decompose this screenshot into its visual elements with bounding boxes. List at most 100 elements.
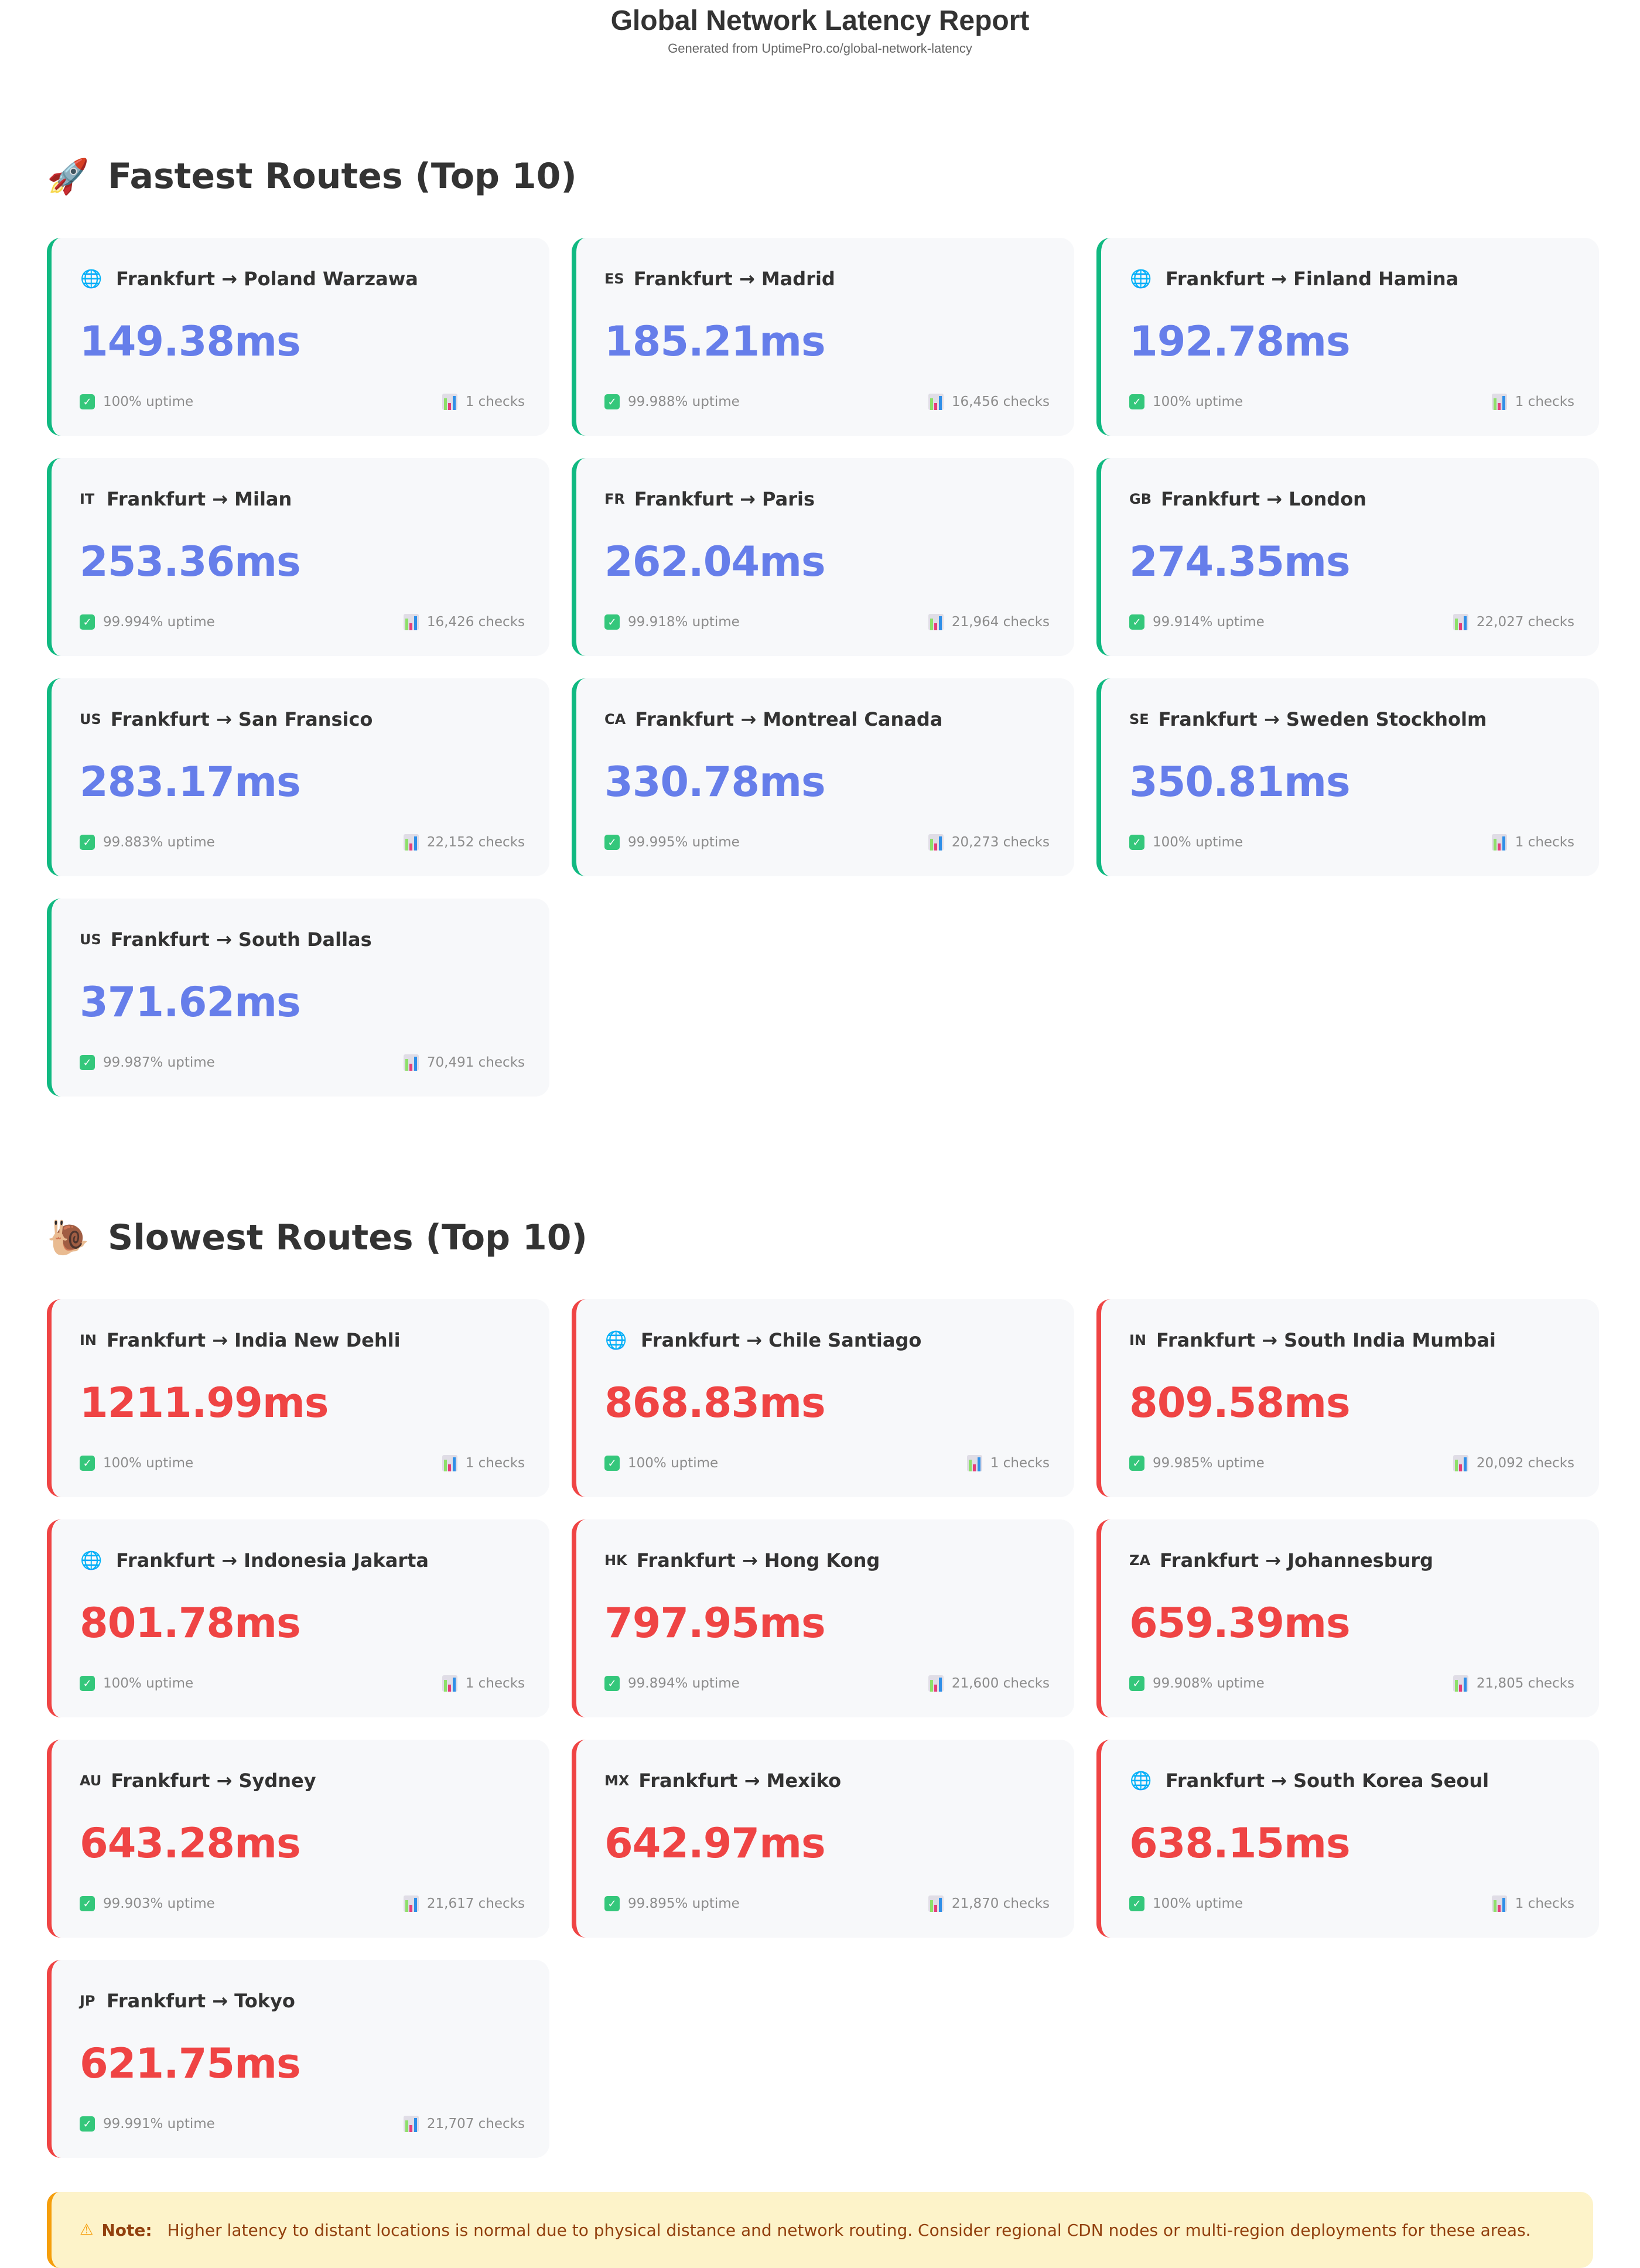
- route-label: Frankfurt → Tokyo: [107, 1990, 295, 2012]
- latency-value: 274.35ms: [1129, 538, 1351, 586]
- latency-value: 809.58ms: [1129, 1379, 1351, 1427]
- checks-stat: 21,805 checks: [1453, 1675, 1574, 1692]
- checks-stat: 21,964 checks: [928, 614, 1050, 630]
- route-card: ZA Frankfurt → Johannesburg 659.39ms ✓ 99.90…: [1096, 1519, 1599, 1717]
- checks-value: 21,600 checks: [951, 1676, 1050, 1691]
- route-meta: ✓ 99.995% uptime 20,273 checks: [604, 834, 1050, 850]
- page-subtitle: Generated from UptimePro.co/global-netwo…: [668, 41, 972, 56]
- route-title: 🌐 Frankfurt → Finland Hamina: [1129, 266, 1574, 292]
- route-meta: ✓ 99.987% uptime 70,491 checks: [80, 1054, 525, 1071]
- country-flag-icon: HK: [604, 1552, 627, 1569]
- route-label: Frankfurt → South Korea Seoul: [1166, 1770, 1489, 1792]
- route-card: 🌐 Frankfurt → South Korea Seoul 638.15ms ✓ 1…: [1096, 1740, 1599, 1938]
- route-label: Frankfurt → South India Mumbai: [1156, 1329, 1496, 1351]
- route-meta: ✓ 99.991% uptime 21,707 checks: [80, 2116, 525, 2132]
- route-card: FR Frankfurt → Paris 262.04ms ✓ 99.918% upti…: [572, 458, 1074, 656]
- globe-icon: 🌐: [80, 268, 102, 289]
- uptime-stat: ✓ 99.895% uptime: [604, 1896, 740, 1911]
- globe-icon: 🌐: [1130, 1770, 1152, 1791]
- checks-value: 1 checks: [465, 1676, 525, 1691]
- route-label: Frankfurt → Finland Hamina: [1166, 268, 1459, 290]
- route-card: 🌐 Frankfurt → Chile Santiago 868.83ms ✓ 100%…: [572, 1299, 1074, 1497]
- uptime-value: 99.987% uptime: [103, 1055, 215, 1070]
- report-header: Global Network Latency Report Generated …: [0, 0, 1640, 56]
- route-card: ES Frankfurt → Madrid 185.21ms ✓ 99.988% upt…: [572, 238, 1074, 436]
- route-label: Frankfurt → Milan: [107, 488, 292, 510]
- country-flag-icon: FR: [604, 491, 625, 507]
- route-title: AU Frankfurt → Sydney: [80, 1768, 525, 1794]
- route-card: 🌐 Frankfurt → Poland Warzawa 149.38ms ✓ 100%…: [47, 238, 549, 436]
- checks-stat: 20,273 checks: [928, 834, 1050, 850]
- latency-value: 185.21ms: [604, 317, 826, 366]
- route-meta: ✓ 99.903% uptime 21,617 checks: [80, 1895, 525, 1912]
- uptime-stat: ✓ 100% uptime: [80, 1676, 193, 1691]
- checks-stat: 21,600 checks: [928, 1675, 1050, 1692]
- route-card: 🌐 Frankfurt → Indonesia Jakarta 801.78ms ✓ 1…: [47, 1519, 549, 1717]
- route-title: SE Frankfurt → Sweden Stockholm: [1129, 706, 1574, 732]
- slowest-routes-title: Slowest Routes (Top 10): [108, 1217, 587, 1258]
- latency-value: 253.36ms: [80, 538, 301, 586]
- route-label: Frankfurt → Hong Kong: [636, 1549, 880, 1572]
- route-meta: ✓ 100% uptime 1 checks: [80, 394, 525, 410]
- route-label: Frankfurt → Montreal Canada: [635, 708, 943, 730]
- checkmark-icon: ✓: [604, 1456, 620, 1471]
- checkmark-icon: ✓: [1129, 1896, 1144, 1911]
- latency-value: 262.04ms: [604, 538, 826, 586]
- route-card: IN Frankfurt → South India Mumbai 809.58ms…: [1096, 1299, 1599, 1497]
- uptime-stat: ✓ 99.988% uptime: [604, 394, 740, 409]
- bar-chart-icon: [442, 1675, 457, 1692]
- latency-value: 192.78ms: [1129, 317, 1351, 366]
- checks-stat: 1 checks: [442, 1675, 525, 1692]
- uptime-value: 99.914% uptime: [1153, 614, 1265, 630]
- bar-chart-icon: [928, 614, 944, 630]
- uptime-stat: ✓ 99.987% uptime: [80, 1055, 215, 1070]
- checks-stat: 1 checks: [442, 1455, 525, 1471]
- bar-chart-icon: [928, 1895, 944, 1912]
- route-label: Frankfurt → Chile Santiago: [641, 1329, 922, 1351]
- uptime-value: 99.988% uptime: [628, 394, 740, 409]
- latency-value: 371.62ms: [80, 978, 301, 1026]
- checks-value: 21,964 checks: [951, 614, 1050, 630]
- checks-value: 1 checks: [465, 1456, 525, 1471]
- bar-chart-icon: [403, 834, 419, 850]
- note-label: Note:: [101, 2220, 152, 2240]
- uptime-value: 100% uptime: [1153, 1896, 1243, 1911]
- checks-value: 1 checks: [1515, 835, 1574, 850]
- route-label: Frankfurt → Indonesia Jakarta: [116, 1549, 429, 1572]
- checkmark-icon: ✓: [604, 394, 620, 409]
- country-flag-icon: IN: [1129, 1332, 1147, 1348]
- route-card: CA Frankfurt → Montreal Canada 330.78ms ✓ 99…: [572, 678, 1074, 876]
- checkmark-icon: ✓: [1129, 1456, 1144, 1471]
- checks-stat: 1 checks: [1491, 1895, 1574, 1912]
- route-meta: ✓ 100% uptime 1 checks: [80, 1455, 525, 1471]
- fastest-routes-section: 🚀 Fastest Routes (Top 10) 🌐 Frankfurt → P…: [0, 150, 1640, 1097]
- uptime-value: 99.894% uptime: [628, 1676, 740, 1691]
- latency-value: 1211.99ms: [80, 1379, 329, 1427]
- route-title: IN Frankfurt → South India Mumbai: [1129, 1327, 1574, 1353]
- checks-value: 21,707 checks: [426, 2116, 525, 2132]
- route-title: IT Frankfurt → Milan: [80, 486, 525, 512]
- route-meta: ✓ 99.914% uptime 22,027 checks: [1129, 614, 1574, 630]
- route-card: MX Frankfurt → Mexiko 642.97ms ✓ 99.895% upt…: [572, 1740, 1074, 1938]
- route-meta: ✓ 100% uptime 1 checks: [1129, 394, 1574, 410]
- latency-value: 659.39ms: [1129, 1599, 1351, 1647]
- bar-chart-icon: [1453, 1675, 1468, 1692]
- uptime-value: 99.991% uptime: [103, 2116, 215, 2132]
- route-card: 🌐 Frankfurt → Finland Hamina 192.78ms ✓ 100%…: [1096, 238, 1599, 436]
- checks-stat: 16,456 checks: [928, 394, 1050, 410]
- bar-chart-icon: [928, 1675, 944, 1692]
- route-title: JP Frankfurt → Tokyo: [80, 1988, 525, 2014]
- route-card: HK Frankfurt → Hong Kong 797.95ms ✓ 99.894% …: [572, 1519, 1074, 1717]
- uptime-value: 100% uptime: [1153, 835, 1243, 850]
- checks-stat: 22,152 checks: [403, 834, 525, 850]
- checks-value: 16,456 checks: [951, 394, 1050, 409]
- route-label: Frankfurt → South Dallas: [110, 928, 372, 951]
- latency-value: 868.83ms: [604, 1379, 826, 1427]
- latency-note-banner: ⚠ Note: Higher latency to distant locati…: [47, 2192, 1593, 2268]
- country-flag-icon: ZA: [1129, 1552, 1150, 1569]
- checks-value: 70,491 checks: [426, 1055, 525, 1070]
- route-title: IN Frankfurt → India New Dehli: [80, 1327, 525, 1353]
- checks-value: 1 checks: [990, 1456, 1050, 1471]
- checkmark-icon: ✓: [1129, 1676, 1144, 1691]
- uptime-value: 100% uptime: [103, 1456, 194, 1471]
